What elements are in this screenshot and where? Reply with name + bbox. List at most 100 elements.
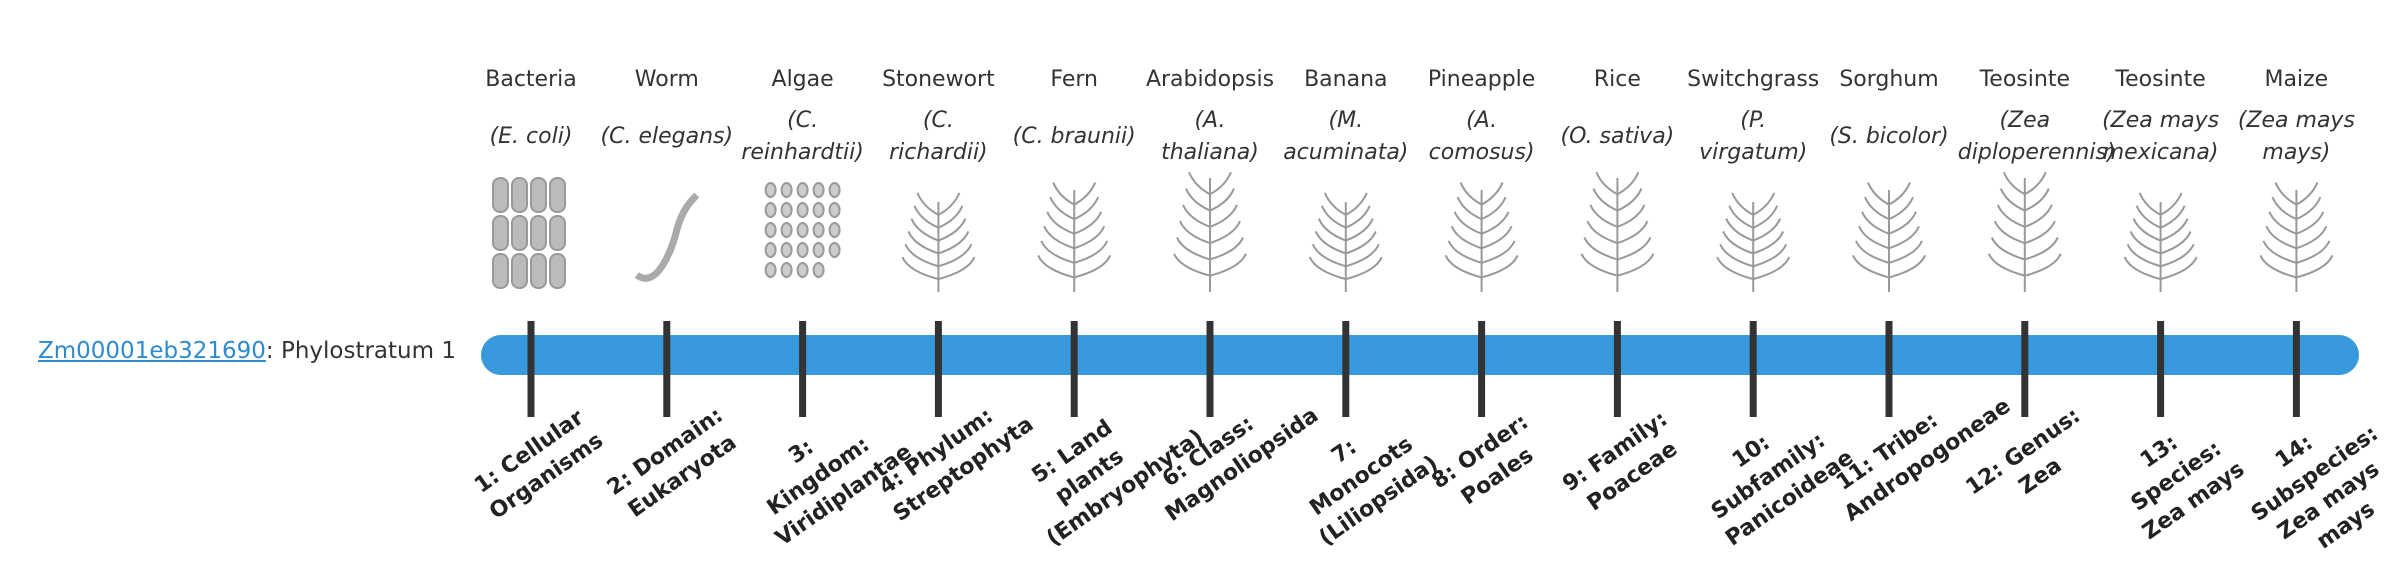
leaf (904, 243, 939, 268)
leaf (1728, 205, 1754, 229)
cell (530, 253, 547, 289)
cell (796, 222, 809, 238)
cell (764, 242, 777, 258)
species-name: (A. thaliana) (1161, 108, 1259, 165)
cell (549, 177, 566, 213)
leaf (1345, 243, 1380, 268)
leaf (1752, 230, 1785, 255)
leaf (1616, 188, 1643, 212)
leaf (1858, 225, 1890, 250)
leaf (1996, 204, 2026, 228)
leaf (2002, 171, 2026, 196)
organism-icon (901, 192, 976, 292)
cell (796, 182, 809, 198)
leaf (910, 218, 939, 242)
leaf (1888, 196, 1914, 221)
leaf (1320, 205, 1347, 229)
leaf (1173, 253, 1211, 277)
cell (828, 182, 841, 198)
leaf (1037, 254, 1075, 279)
leaf (1481, 182, 1504, 206)
organism-name: Rice (1593, 67, 1641, 92)
cell (812, 202, 825, 218)
cell (812, 182, 825, 198)
leaf (2271, 196, 2297, 221)
gene-link[interactable]: Zm00001eb321690 (38, 338, 266, 364)
leaf (1752, 192, 1776, 216)
cell (796, 262, 809, 278)
organism-icon (2123, 192, 2198, 292)
leaf (1888, 182, 1911, 206)
leaf (1888, 240, 1923, 264)
leaf (2296, 225, 2328, 250)
leaf (1073, 182, 1097, 206)
species-name: (C. reinhardtii) (741, 108, 864, 165)
leaf (1617, 253, 1655, 277)
organism-name: Sorghum (1839, 67, 1939, 92)
leaf (1345, 230, 1377, 255)
organism-name: Maize (2264, 67, 2329, 92)
leaf (1185, 188, 1211, 212)
leaf (1345, 205, 1371, 229)
cell (492, 215, 509, 251)
cell (764, 202, 777, 218)
leaf (2129, 230, 2161, 255)
leaf (2265, 225, 2297, 250)
organism-icon (492, 177, 566, 289)
cell (511, 215, 528, 251)
leaf (1617, 236, 1652, 261)
leaf (1616, 171, 1640, 196)
cell (764, 182, 777, 198)
leaf (2295, 196, 2322, 221)
leaf (1043, 225, 1075, 250)
leaf (1459, 182, 1483, 206)
organism-name: Stonewort (882, 67, 995, 92)
cell (780, 242, 793, 258)
leaf (916, 192, 939, 216)
leaf (2296, 211, 2325, 235)
leaf (2123, 256, 2161, 281)
leaf (1456, 196, 1483, 221)
species-name: (C. elegans) (600, 124, 734, 149)
organism-icon (1444, 182, 1519, 292)
leaf (1595, 171, 1618, 196)
leaf (1444, 254, 1482, 279)
organism-name: Fern (1050, 67, 1098, 92)
leaf (1888, 225, 1920, 250)
gene-label: Zm00001eb321690: Phylostratum 1 (38, 338, 456, 364)
leaf (1453, 211, 1482, 235)
leaf (2126, 243, 2161, 268)
leaf (1481, 211, 1510, 235)
leaf (2138, 192, 2162, 216)
leaf (1716, 256, 1754, 281)
leaf (938, 243, 973, 268)
leaf (1176, 236, 1211, 261)
organism-icon (1987, 171, 2062, 292)
leaf (2274, 182, 2297, 206)
leaf (2160, 256, 2198, 281)
species-name: (A. comosus) (1428, 108, 1535, 165)
leaf (1073, 254, 1112, 279)
leaf (1188, 171, 1211, 196)
leaf (1719, 243, 1754, 268)
organism-icon (1852, 182, 1926, 292)
leaf (1580, 253, 1618, 277)
species-name: (P. virgatum) (1699, 108, 1808, 165)
cell (780, 182, 793, 198)
cell (780, 202, 793, 218)
cell (796, 242, 809, 258)
organism-icon (1173, 171, 1247, 292)
leaf (1993, 220, 2026, 245)
leaf (1308, 256, 1347, 281)
species-name: (C. richardii) (889, 108, 988, 165)
leaf (1040, 240, 1075, 264)
organism-name: Worm (634, 67, 699, 92)
leaf (1725, 218, 1754, 242)
leaf (2262, 240, 2297, 264)
leaf (1314, 230, 1347, 255)
leaf (1049, 196, 1075, 221)
leaf (1617, 220, 1649, 245)
leaf (2160, 205, 2186, 229)
leaf (938, 230, 970, 255)
